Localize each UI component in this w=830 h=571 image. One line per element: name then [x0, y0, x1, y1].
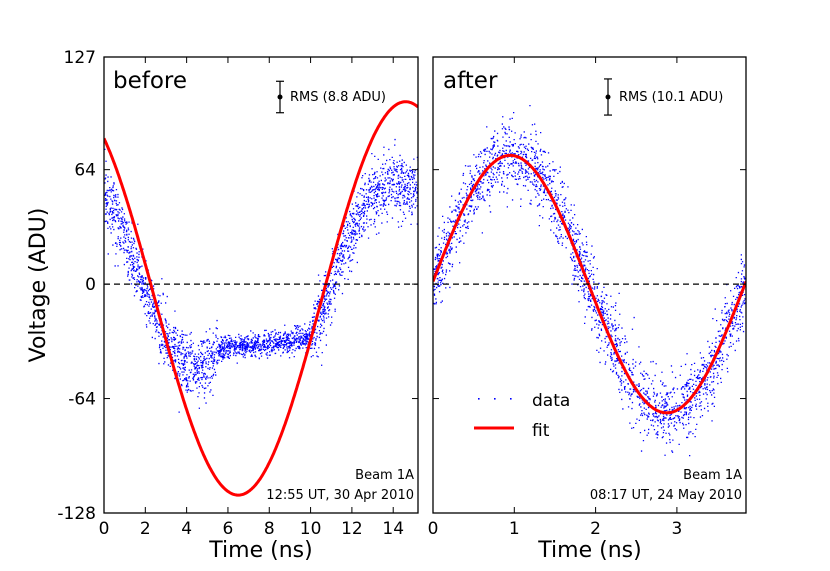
x-tick-label: 0: [99, 519, 110, 539]
x-tick-label: 0: [428, 519, 439, 539]
fit-line: [104, 100, 418, 497]
x-tick-label: 12: [341, 519, 363, 539]
rms-label-after: RMS (10.1 ADU): [619, 90, 723, 105]
data-point: [433, 105, 746, 457]
fit-curve-before: [104, 100, 418, 497]
rms-errorbar-after: [604, 78, 612, 116]
y-tick-label: -128: [57, 504, 96, 524]
data-points-after: [433, 105, 746, 457]
x-tick-label: 8: [264, 519, 275, 539]
rms-label-before: RMS (8.8 ADU): [290, 90, 386, 105]
x-axis-title-before: Time (ns): [208, 538, 312, 563]
x-tick-label: 1: [509, 519, 520, 539]
data-points-before: [104, 138, 418, 413]
data-point: [104, 138, 418, 413]
y-tick-label: 0: [85, 275, 96, 295]
legend-fit-label: fit: [532, 421, 550, 441]
x-axis-title-after: Time (ns): [537, 538, 641, 563]
x-tick-label: 4: [181, 519, 192, 539]
beam-label-after: Beam 1A: [683, 468, 742, 483]
rms-errorbar-before: [276, 80, 284, 114]
x-tick-label: 3: [671, 519, 682, 539]
x-tick-label: 2: [140, 519, 151, 539]
panel-after: 0 1 2 3 after RMS (10.1 ADU) Beam 1A 08:17 …: [428, 56, 747, 563]
axes-after: 0 1 2 3: [428, 56, 747, 539]
plot-frame: [103, 56, 419, 514]
panel-before: 0 2 4 6 8 10 12 14 127 64 0 -64 -128 before RMS (8.8…: [57, 48, 419, 563]
x-tick-label: 10: [300, 519, 322, 539]
x-tick-label: 14: [382, 519, 404, 539]
plot-frame: [432, 56, 747, 514]
legend: data fit: [474, 391, 570, 441]
fit-curve-after: [433, 153, 746, 415]
legend-data-label: data: [532, 391, 570, 411]
panel-title-after: after: [443, 68, 498, 94]
axes-before: 0 2 4 6 8 10 12 14 127 64 0 -64 -128: [57, 48, 419, 539]
timestamp-after: 08:17 UT, 24 May 2010: [590, 488, 742, 503]
beam-label-before: Beam 1A: [355, 468, 414, 483]
y-tick-label: 127: [64, 48, 96, 68]
legend-data-marker: [478, 398, 512, 400]
timestamp-before: 12:55 UT, 30 Apr 2010: [266, 488, 414, 503]
fit-line: [433, 153, 746, 415]
y-tick-label: -64: [68, 390, 96, 410]
x-tick-label: 2: [590, 519, 601, 539]
x-tick-label: 6: [223, 519, 234, 539]
panel-title-before: before: [113, 68, 187, 94]
y-tick-label: 64: [74, 161, 96, 181]
y-axis-title: Voltage (ADU): [26, 208, 51, 363]
